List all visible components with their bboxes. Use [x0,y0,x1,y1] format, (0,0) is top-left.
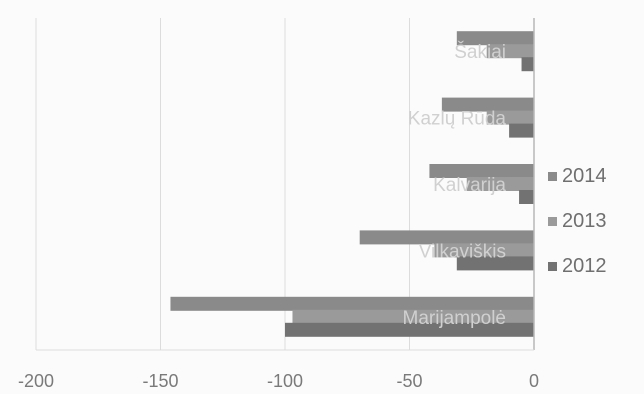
bar-2013-kalvarija [466,177,534,191]
category-label--akiai: Šakiai [454,41,506,63]
legend-label-2014: 2014 [562,165,607,187]
bar-2014-vilkavi-kis [359,230,534,245]
legend-swatch-2013 [548,217,557,226]
legend-label-2013: 2013 [562,210,607,232]
x-tick-label: -200 [18,371,54,391]
category-label-kazl-r-da: Kazlų Rūda [408,109,507,130]
bar-2014--akiai [456,31,534,46]
category-labels: Marijampolė Vilkaviškis Kalvarija Kazlų Rūd… [403,41,507,329]
x-tick-label: -100 [267,371,303,391]
bar-2013--akiai [486,44,534,59]
bar-2014-marijampol- [170,296,534,311]
bar-2013-kazl-r-da [486,110,534,125]
x-tick-label: -50 [396,371,422,391]
legend-label-2012: 2012 [562,255,607,277]
bar-2014-kalvarija [429,164,534,178]
bar-2013-marijampol- [292,309,534,324]
legend-swatch-2012 [548,262,557,271]
legend: 2014 2013 2012 [548,165,607,277]
bar-2014-kazl-r-da [441,97,534,112]
category-label-kalvarija: Kalvarija [433,175,506,196]
bar-2012-kalvarija [519,190,534,204]
category-label-vilkavi-kis: Vilkaviškis [419,241,506,262]
bar-2012--akiai [521,57,534,72]
value-axis: -200 -150 -100 -50 0 [18,18,539,391]
bar-2012-kazl-r-da [509,123,534,138]
x-tick-label: 0 [529,371,539,391]
bar-2012-marijampol- [285,322,534,337]
legend-swatch-2014 [548,172,557,181]
x-tick-label: -150 [142,371,178,391]
bar-2012-vilkavi-kis [456,256,534,271]
bar-2013-vilkavi-kis [434,243,534,258]
category-label-marijampol-: Marijampolė [403,308,506,329]
bars [170,31,534,337]
